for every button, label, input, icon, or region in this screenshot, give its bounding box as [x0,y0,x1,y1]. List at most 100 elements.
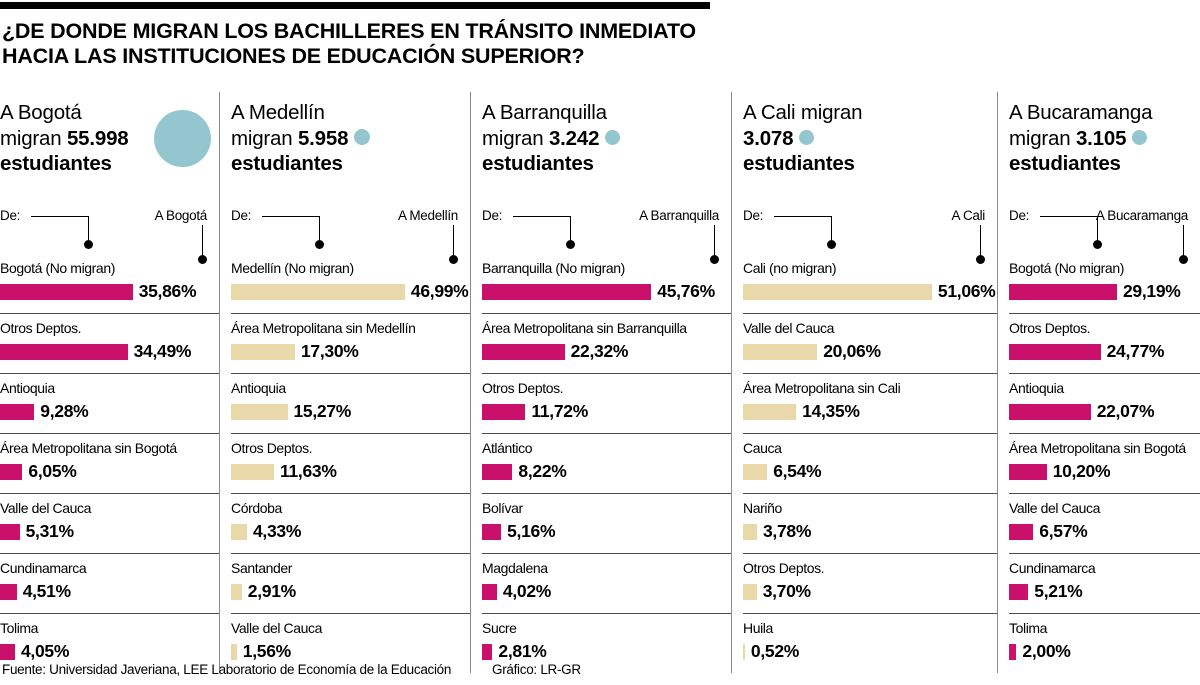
bar [1009,283,1117,300]
bar-value: 34,49% [133,341,192,361]
connector-dot [1179,255,1188,264]
students-bubble-icon [354,129,371,146]
bar-label: Área Metropolitana sin Medellín [231,320,416,336]
column-header: A Bucaramanga migran 3.105 estudiantes [1009,100,1200,184]
bar-item: Córdoba 4,33% [231,493,470,553]
page-title-line1: ¿DE DONDE MIGRAN LOS BACHILLERES EN TRÁN… [2,19,696,43]
bar-item: Tolima 2,00% [1009,613,1200,673]
bar-value: 4,51% [22,581,71,601]
bar-item: Medellín (No migran) 46,99% [231,254,470,313]
students-bubble-icon [605,129,621,145]
bar-value: 3,78% [763,521,812,541]
connector-hline [262,216,319,217]
connector-dot [710,255,719,264]
bar-value: 29,19% [1123,281,1181,301]
bar-row: 4,51% [0,581,219,602]
bar-item: Cali (no migran) 51,06% [743,254,997,313]
connector-vline [831,216,832,243]
bar-row: 6,57% [1009,521,1200,542]
bar-row: 9,28% [0,401,219,422]
connector-dot [976,255,985,264]
bar [0,283,133,300]
bar-item: Cundinamarca 4,51% [0,553,219,613]
bar-item: Área Metropolitana sin Cali 14,35% [743,373,997,433]
bar-row: 2,81% [482,641,731,662]
bar-row: 5,31% [0,521,219,542]
bar [482,403,526,420]
bar-value: 14,35% [802,401,860,421]
bar-item: Huila 0,52% [743,613,997,673]
connector-dot [449,255,458,264]
legend-to-label: A Barranquilla [639,208,719,223]
bar [231,523,247,540]
header-line1: A Bogotá [0,101,82,124]
column-medellin: A Medellín migran 5.958 estudiantes De: … [219,92,470,673]
bar-value: 2,91% [247,581,296,601]
bar [1009,643,1017,660]
bar-row: 35,86% [0,281,219,302]
connector-hline [513,216,570,217]
bar-item: Área Metropolitana sin Medellín 17,30% [231,313,470,373]
students-bubble-icon [799,129,815,145]
bar-row: 10,20% [1009,461,1200,482]
bar [1009,463,1047,480]
bar [0,523,20,540]
bar [1009,403,1091,420]
bar-label: Otros Deptos. [0,320,82,336]
legend-from-label: De: [1009,208,1030,223]
page-title-line2: HACIA LAS INSTITUCIONES DE EDUCACIÓN SUP… [2,44,585,68]
column-bogota: A Bogotá migran 55.998 estudiantes De: A… [0,92,219,673]
legend-to-label: A Bogotá [154,208,208,223]
bar-row: 2,00% [1009,641,1200,662]
bar-row: 8,22% [482,461,731,482]
connector-vline [714,225,715,258]
bar-label: Área Metropolitana sin Bogotá [0,440,177,456]
connector-hline [774,216,831,217]
bar-label: Otros Deptos. [482,380,564,396]
connector-vline [1097,216,1098,243]
bar-row: 4,02% [482,581,731,602]
connector-dot [1093,240,1102,249]
bar-item: Cauca 6,54% [743,433,997,493]
bar [231,463,274,480]
connector-hline [1040,216,1097,217]
bar-label: Cauca [743,440,782,456]
connector-dot [566,240,575,249]
bar [743,643,745,660]
bar-row: 22,07% [1009,401,1200,422]
bar-label: Área Metropolitana sin Cali [743,380,901,396]
bar-label: Medellín (No migran) [231,260,354,276]
bar [0,403,35,420]
bar-value: 1,56% [242,641,291,661]
bar-value: 2,81% [498,641,547,661]
column-bucaramanga: A Bucaramanga migran 3.105 estudiantes D… [997,92,1200,673]
bar-value: 5,31% [25,521,74,541]
bar-value: 11,72% [531,401,588,421]
bar-label: Otros Deptos. [231,440,313,456]
legend-to-label: A Bucaramanga [1095,208,1188,223]
bar-row: 4,05% [0,641,219,662]
bar-label: Valle del Cauca [743,320,835,336]
bar-row: 22,32% [482,341,731,362]
header-line1: A Barranquilla [482,101,607,124]
bar-row: 14,35% [743,401,997,422]
bar-item: Antioquia 22,07% [1009,373,1200,433]
bar [482,523,502,540]
bar-label: Santander [231,560,293,576]
students-bubble-icon [154,110,211,167]
bar-item: Otros Deptos. 24,77% [1009,313,1200,373]
bar [0,343,128,360]
header-line2: 3.078 [743,126,997,152]
bar-value: 4,33% [253,521,302,541]
bar-row: 34,49% [0,341,219,362]
bar-label: Otros Deptos. [743,560,825,576]
bar-item: Tolima 4,05% [0,613,219,673]
bar-value: 22,32% [570,341,629,361]
header-line3: estudiantes [482,152,594,175]
students-count: 3.105 [1075,126,1127,150]
bar-value: 9,28% [40,401,89,421]
bar-row: 3,70% [743,581,997,602]
bar-list: Cali (no migran) 51,06% Valle del Cauca 20,… [743,254,997,673]
bar-list: Bogotá (No migran) 35,86% Otros Deptos. 34,… [0,254,219,673]
